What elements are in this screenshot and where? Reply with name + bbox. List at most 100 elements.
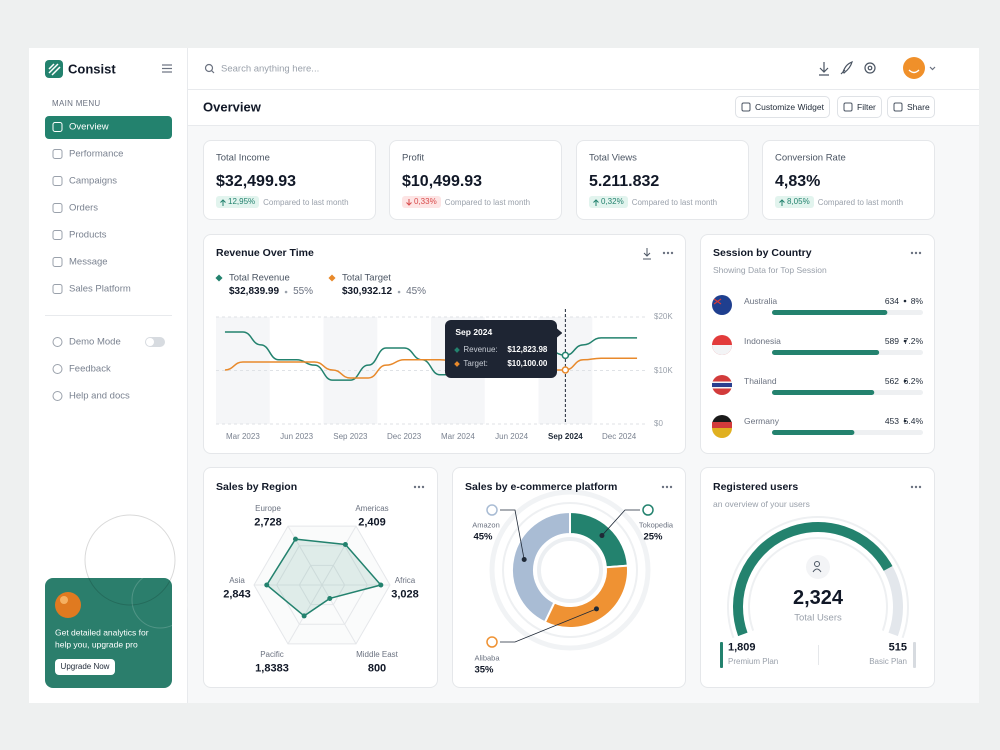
value-separator [903,339,907,343]
donut-segment [511,510,571,624]
kpi-change: 8,05% [787,197,810,206]
menu-item[interactable]: Performance [69,148,124,160]
header-button-label[interactable]: Share [907,101,930,112]
y-tick-label: $20K [654,312,673,321]
promo-button-label[interactable]: Upgrade Now [60,662,110,671]
header-button[interactable] [837,96,882,118]
kpi-change-chip: 12,95% [216,196,260,208]
category-label: Germany [744,415,779,426]
region-label: Africa [394,576,416,585]
kpi-value: $32,499.93 [216,173,297,190]
x-tick-label: Jun 2023 [280,432,314,441]
plan-indicator [913,642,916,668]
menu-icon [52,364,63,374]
menu-icon [52,257,63,267]
country-flag [712,345,732,355]
promo-button[interactable] [55,659,115,675]
region-value: 2,409 [358,516,386,529]
x-tick-label: Dec 2024 [602,432,637,441]
more-icon [662,251,666,255]
menu-icon [52,176,63,186]
platform-label: Amazon [472,520,500,530]
radar-point [264,582,270,588]
legend-separator [284,290,288,294]
bar [772,390,875,395]
page-title: Overview [203,99,261,115]
platform-logo [486,636,498,648]
brand-name: Consist [68,61,116,77]
menu-item[interactable]: Message [69,256,108,268]
menu-item[interactable]: Feedback [69,363,111,375]
y-tick-label: $10K [654,365,673,375]
radar-spoke [321,525,357,586]
plan-value: 1,809 [728,641,756,654]
kpi-note: Compared to last month [817,197,904,207]
session-card [700,234,935,454]
promo-decor [131,571,189,629]
country-flag [712,428,732,438]
kpi-value: 5.211.832 [589,173,660,190]
legend-share: 45% [406,286,427,297]
menu-item[interactable]: Help and docs [69,390,130,402]
kpi-value: 4,83% [775,173,821,190]
platform-value: 45% [473,531,493,543]
trend-arrow [406,198,412,206]
header-button-label[interactable]: Filter [857,101,876,112]
sidebar-separator [45,315,172,316]
button-icon [741,102,751,112]
header-button-label[interactable]: Customize Widget [755,101,824,112]
value-separator [903,419,907,423]
segment-dot [521,557,527,563]
download-icon [819,62,829,76]
value-separator [903,299,907,303]
menu-item[interactable]: Products [69,229,107,241]
chart-title: Sales by e-commerce platform [465,480,618,493]
menu-item[interactable]: Campaigns [69,175,118,187]
region-value: 2,728 [254,516,282,529]
avatar-face [908,69,920,74]
kpi-change-row: 8,05% Compared to last month [775,196,903,208]
x-tick-label: Sep 2024 [548,432,583,441]
menu-item[interactable]: Orders [69,202,99,214]
legend-total: $30,932.12 [342,286,393,297]
tooltip-value: $10,100.00 [507,359,548,368]
brand-logo-mark [48,63,61,76]
topbar-divider [188,89,979,90]
value-label: 562 [884,375,899,386]
kpi-change-chip: 0,33% [402,196,441,208]
legend-label: Total Revenue [229,272,290,284]
header-button[interactable] [887,96,935,118]
search-input[interactable]: Search anything here... [221,63,320,75]
x-tick-label: Mar 2024 [440,432,475,441]
category-label: Thailand [744,375,777,386]
kpi-change-row: 12,95% Compared to last month [216,196,349,208]
trend-arrow-path [220,198,226,206]
menu-item[interactable]: Overview [69,121,109,133]
tooltip-pointer [556,328,563,338]
menu-item[interactable]: Demo Mode [69,336,121,348]
segment-dot [599,533,605,539]
header-button[interactable] [735,96,830,118]
label-connector [500,509,525,560]
chart-title: Registered users [713,480,799,493]
chart-title: Sales by Region [216,480,298,493]
kpi-label: Total Income [216,152,270,164]
plan-indicator [720,642,723,668]
users-icon [814,561,820,567]
legend-share: 55% [293,286,314,297]
menu-item[interactable]: Sales Platform [69,283,131,295]
gauge-arc [883,566,903,637]
kpi-change-row: 0,33% Compared to last month [402,196,530,208]
country-flag [712,383,732,387]
radar-point [292,536,298,542]
tooltip-value: $12,823.98 [507,345,548,354]
region-label: Europe [255,504,281,513]
platform-value: 35% [474,664,494,676]
users-icon-bg [806,555,830,579]
y-tick-label: $0 [654,419,663,428]
trend-arrow [593,198,599,206]
trend-arrow-path [593,198,599,206]
kpi-change: 0,32% [601,197,624,206]
x-tick-label: Sep 2023 [333,432,368,441]
